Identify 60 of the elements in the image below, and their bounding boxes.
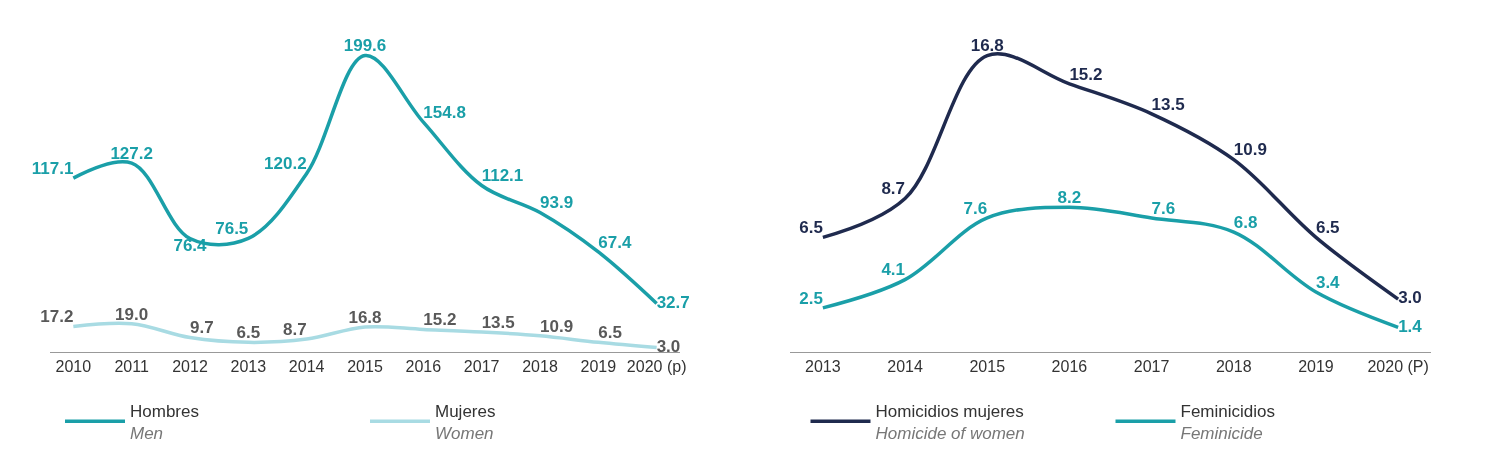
x-tick-label: 2017 — [463, 358, 500, 376]
x-tick-label: 2019 — [580, 358, 617, 376]
data-label: 3.0 — [1398, 288, 1422, 308]
x-tick-label: 2015 — [969, 358, 1006, 376]
data-label: 6.5 — [598, 323, 622, 343]
legend-label: Hombres Men — [130, 401, 199, 443]
data-label: 6.5 — [1315, 218, 1340, 238]
data-label: 3.0 — [656, 336, 681, 356]
legend-label: Homicidios mujeres Homicide of women — [875, 401, 1025, 443]
x-tick-label: 2015 — [347, 358, 383, 376]
data-label: 1.4 — [1398, 316, 1423, 336]
data-label: 32.7 — [656, 292, 690, 312]
x-tick-label: 2018 — [1215, 358, 1252, 376]
data-label: 93.9 — [540, 193, 574, 213]
data-label: 19.0 — [115, 304, 149, 324]
x-tick-label: 2016 — [1051, 358, 1088, 376]
data-label: 76.5 — [215, 219, 249, 239]
legend-label: Mujeres Women — [435, 401, 496, 443]
data-label: 6.5 — [799, 218, 823, 238]
data-label: 154.8 — [423, 102, 466, 122]
x-tick-label: 2016 — [405, 358, 442, 376]
data-label: 13.5 — [481, 312, 515, 332]
data-label: 10.9 — [540, 316, 574, 336]
x-tick-label: 2013 — [230, 358, 267, 376]
data-label: 6.8 — [1233, 212, 1258, 232]
x-tick-label: 2014 — [288, 358, 325, 376]
legend-label: Feminicidios Feminicide — [1180, 401, 1275, 443]
x-tick-label: 2018 — [522, 358, 558, 376]
data-label: 10.9 — [1233, 140, 1267, 160]
data-label: 127.2 — [110, 143, 153, 163]
data-label: 2.5 — [799, 288, 823, 308]
data-label: 8.2 — [1057, 188, 1082, 208]
data-label: 13.5 — [1151, 94, 1185, 114]
x-tick-label: 2020 (p) — [626, 358, 687, 376]
data-label: 7.6 — [963, 198, 988, 218]
data-label: 67.4 — [598, 232, 632, 252]
data-label: 9.7 — [190, 318, 214, 338]
data-label: 15.2 — [423, 310, 457, 330]
data-label: 6.5 — [236, 323, 261, 343]
data-label: 3.4 — [1315, 272, 1341, 292]
data-label: 8.7 — [283, 319, 307, 339]
data-label: 16.8 — [970, 36, 1004, 56]
data-label: 8.7 — [881, 179, 906, 199]
data-label: 16.8 — [348, 307, 382, 327]
x-tick-label: 2014 — [887, 358, 923, 376]
data-label: 120.2 — [264, 154, 307, 174]
x-tick-label: 2013 — [805, 358, 841, 376]
data-label: 112.1 — [481, 166, 524, 186]
data-label: 15.2 — [1069, 64, 1103, 84]
data-label: 199.6 — [343, 36, 387, 56]
x-tick-label: 2010 — [55, 358, 92, 376]
data-label: 117.1 — [31, 158, 74, 178]
x-tick-label: 2011 — [114, 358, 149, 376]
data-label: 4.1 — [881, 260, 906, 280]
x-tick-label: 2017 — [1133, 358, 1170, 376]
x-tick-label: 2012 — [172, 358, 208, 376]
x-tick-label: 2020 (P) — [1367, 358, 1429, 376]
data-label: 17.2 — [40, 307, 74, 327]
data-label: 7.6 — [1151, 198, 1176, 218]
x-tick-label: 2019 — [1298, 358, 1334, 376]
